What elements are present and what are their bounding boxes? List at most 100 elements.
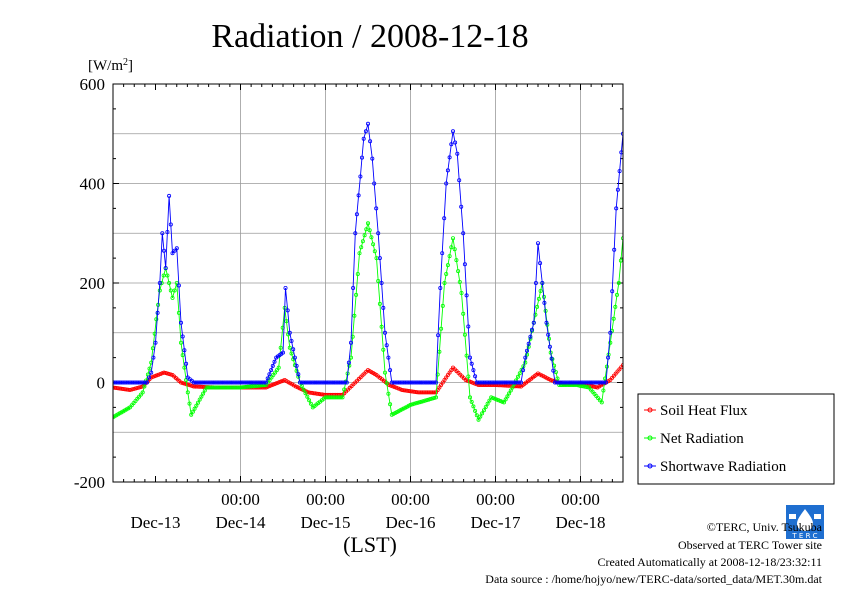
data-point — [480, 411, 485, 416]
data-point — [178, 320, 183, 325]
data-point — [638, 378, 641, 381]
data-point — [464, 293, 469, 298]
day-label: Dec-16 — [385, 513, 435, 532]
data-point — [626, 152, 629, 155]
data-point — [523, 360, 528, 365]
data-point — [421, 380, 426, 385]
data-point — [613, 304, 618, 309]
data-point — [193, 384, 198, 389]
data-point — [579, 384, 584, 389]
data-point — [440, 251, 445, 256]
data-point — [144, 380, 149, 385]
data-point — [535, 304, 540, 309]
x-axis-label: (LST) — [343, 532, 397, 557]
data-point — [645, 371, 648, 374]
data-point — [301, 380, 306, 385]
data-point — [476, 417, 481, 422]
series-layer — [113, 121, 648, 422]
data-point — [549, 356, 554, 361]
data-point — [608, 340, 613, 345]
data-point — [456, 269, 461, 274]
data-point — [531, 320, 536, 325]
data-point — [521, 368, 526, 373]
data-point — [585, 385, 590, 390]
data-point — [190, 409, 195, 414]
data-point — [526, 341, 531, 346]
data-point — [384, 381, 389, 386]
series-line — [113, 123, 623, 383]
data-point — [163, 370, 168, 375]
data-point — [632, 372, 635, 375]
data-point — [466, 374, 471, 379]
data-point — [358, 174, 363, 179]
data-point — [630, 232, 633, 235]
data-point — [296, 372, 301, 377]
data-point — [463, 377, 468, 382]
data-point — [370, 156, 375, 161]
data-point — [178, 380, 183, 385]
data-point — [593, 385, 598, 390]
data-point — [459, 204, 464, 209]
data-point — [630, 257, 633, 260]
data-point — [622, 241, 623, 244]
data-point — [189, 412, 194, 417]
data-point — [436, 333, 441, 338]
data-point — [348, 340, 353, 345]
data-point — [473, 374, 478, 379]
data-point — [631, 371, 634, 374]
source-text: Data source : /home/hojyo/new/TERC-data/… — [485, 572, 822, 586]
data-point — [353, 231, 358, 236]
data-point — [160, 231, 165, 236]
data-point — [507, 391, 512, 396]
data-point — [140, 390, 145, 395]
data-point — [473, 408, 478, 413]
data-point — [338, 395, 343, 400]
data-point — [182, 365, 187, 370]
data-point — [445, 263, 450, 268]
data-point — [523, 355, 528, 360]
data-point — [161, 273, 166, 278]
data-point — [379, 280, 384, 285]
data-point — [550, 378, 555, 383]
data-point — [644, 361, 647, 364]
day-label: Dec-13 — [130, 513, 180, 532]
data-point — [487, 398, 492, 403]
data-point — [642, 373, 645, 376]
plot-frame — [112, 83, 624, 483]
data-point — [633, 271, 636, 274]
data-point — [180, 334, 185, 339]
data-point — [504, 380, 509, 385]
data-point — [491, 396, 496, 401]
chart-title: Radiation / 2008-12-18 — [211, 18, 528, 55]
data-point — [433, 395, 438, 400]
data-point — [202, 388, 207, 393]
data-point — [262, 383, 267, 388]
data-point — [153, 340, 158, 345]
data-point — [596, 380, 601, 385]
data-point — [628, 192, 631, 195]
data-point — [481, 408, 486, 413]
data-point — [615, 292, 620, 297]
data-point — [517, 380, 522, 385]
data-point — [376, 278, 381, 283]
data-point — [168, 372, 173, 377]
data-point — [260, 383, 265, 388]
data-point — [201, 391, 206, 396]
data-point — [554, 380, 559, 385]
legend: Soil Heat Flux Net Radiation Shortwave Rad… — [637, 393, 835, 485]
data-point — [455, 151, 460, 156]
data-point — [430, 396, 435, 401]
series-shortwave-radiation — [113, 121, 648, 385]
data-point — [627, 249, 630, 252]
data-point — [556, 380, 561, 385]
data-point — [421, 399, 426, 404]
data-point — [408, 402, 413, 407]
data-point — [377, 256, 382, 261]
legend-box — [637, 393, 835, 485]
data-point — [137, 385, 142, 390]
data-point — [589, 380, 594, 385]
data-point — [530, 327, 535, 332]
data-point — [382, 330, 387, 335]
data-point — [317, 380, 322, 385]
data-point — [642, 351, 645, 354]
